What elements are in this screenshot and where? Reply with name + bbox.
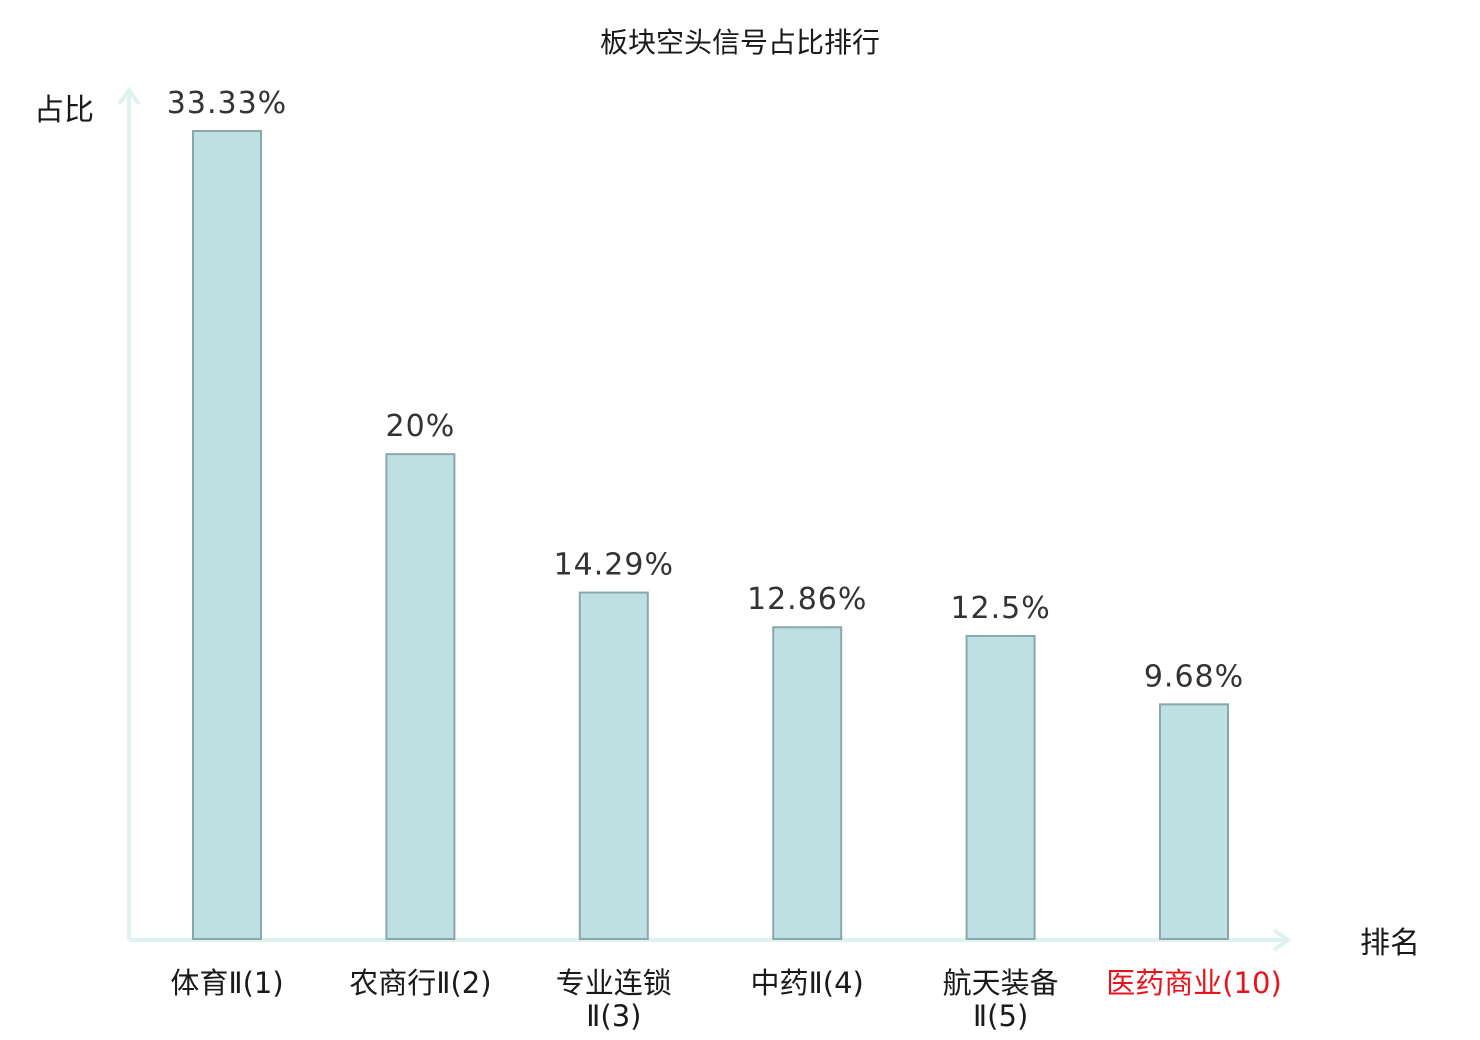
y-axis-arrow [117, 86, 141, 106]
category-label-5-line-2: Ⅱ(5) [973, 999, 1028, 1033]
category-label-6: 医药商业(10) [1106, 966, 1282, 1000]
category-label-5-line-1: 航天装备 [943, 966, 1059, 1000]
value-label-1: 33.33% [167, 86, 287, 121]
bar-2 [385, 453, 456, 940]
x-axis-arrow [1272, 928, 1292, 952]
value-labels-group: 33.33% 20% 14.29% 12.86% 12.5% 9.68% [167, 86, 1244, 694]
category-label-1: 体育Ⅱ(1) [170, 966, 283, 1000]
bar-5 [965, 634, 1036, 941]
chart-title: 板块空头信号占比排行 [600, 26, 880, 59]
value-label-2: 20% [386, 409, 456, 444]
category-label-2: 农商行Ⅱ(2) [349, 966, 491, 1000]
category-label-4: 中药Ⅱ(4) [751, 966, 864, 1000]
value-label-6: 9.68% [1144, 659, 1244, 694]
bar-1 [192, 130, 262, 940]
bar-6 [1159, 703, 1229, 940]
category-label-3-line-2: Ⅱ(3) [586, 999, 641, 1033]
value-label-5: 12.5% [950, 591, 1050, 626]
bars-group [192, 130, 1229, 941]
value-label-4: 12.86% [747, 582, 867, 617]
y-axis-label: 占比 [34, 93, 94, 128]
value-label-3: 14.29% [554, 548, 674, 583]
bar-4 [772, 626, 843, 940]
category-label-3-line-1: 专业连锁 [556, 966, 672, 1000]
bar-3 [578, 591, 649, 940]
x-axis-label: 排名 [1360, 926, 1420, 961]
